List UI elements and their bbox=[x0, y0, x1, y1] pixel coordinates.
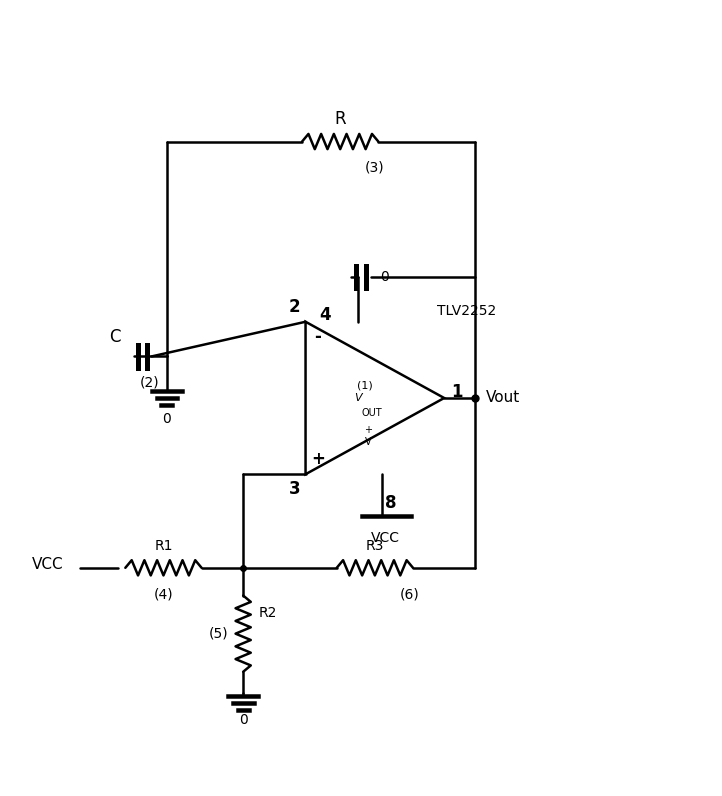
Text: VCC: VCC bbox=[32, 557, 64, 572]
Text: +: + bbox=[311, 450, 325, 468]
Text: 4: 4 bbox=[320, 306, 331, 324]
Text: VCC: VCC bbox=[371, 531, 400, 545]
Text: (2): (2) bbox=[140, 376, 160, 390]
Text: R3: R3 bbox=[365, 539, 384, 552]
Text: 0: 0 bbox=[380, 270, 389, 283]
Text: 1: 1 bbox=[451, 384, 463, 401]
Text: V: V bbox=[354, 393, 361, 403]
Text: C: C bbox=[109, 328, 121, 346]
Text: 0: 0 bbox=[239, 713, 248, 728]
Text: R1: R1 bbox=[155, 539, 173, 552]
Text: (5): (5) bbox=[208, 626, 228, 641]
Text: (6): (6) bbox=[400, 587, 419, 601]
Text: -: - bbox=[315, 328, 321, 346]
Text: (3): (3) bbox=[365, 161, 385, 175]
Text: OUT: OUT bbox=[361, 408, 382, 418]
Text: R2: R2 bbox=[258, 606, 277, 620]
Text: 3: 3 bbox=[288, 480, 300, 498]
Text: 8: 8 bbox=[386, 494, 397, 513]
Text: 2: 2 bbox=[288, 298, 300, 316]
Text: (1): (1) bbox=[357, 380, 373, 391]
Text: R: R bbox=[334, 111, 346, 128]
Text: TLV2252: TLV2252 bbox=[438, 304, 497, 318]
Text: (4): (4) bbox=[154, 587, 173, 601]
Text: +
V: + V bbox=[364, 425, 372, 447]
Text: 0: 0 bbox=[162, 412, 171, 426]
Text: Vout: Vout bbox=[486, 391, 520, 405]
